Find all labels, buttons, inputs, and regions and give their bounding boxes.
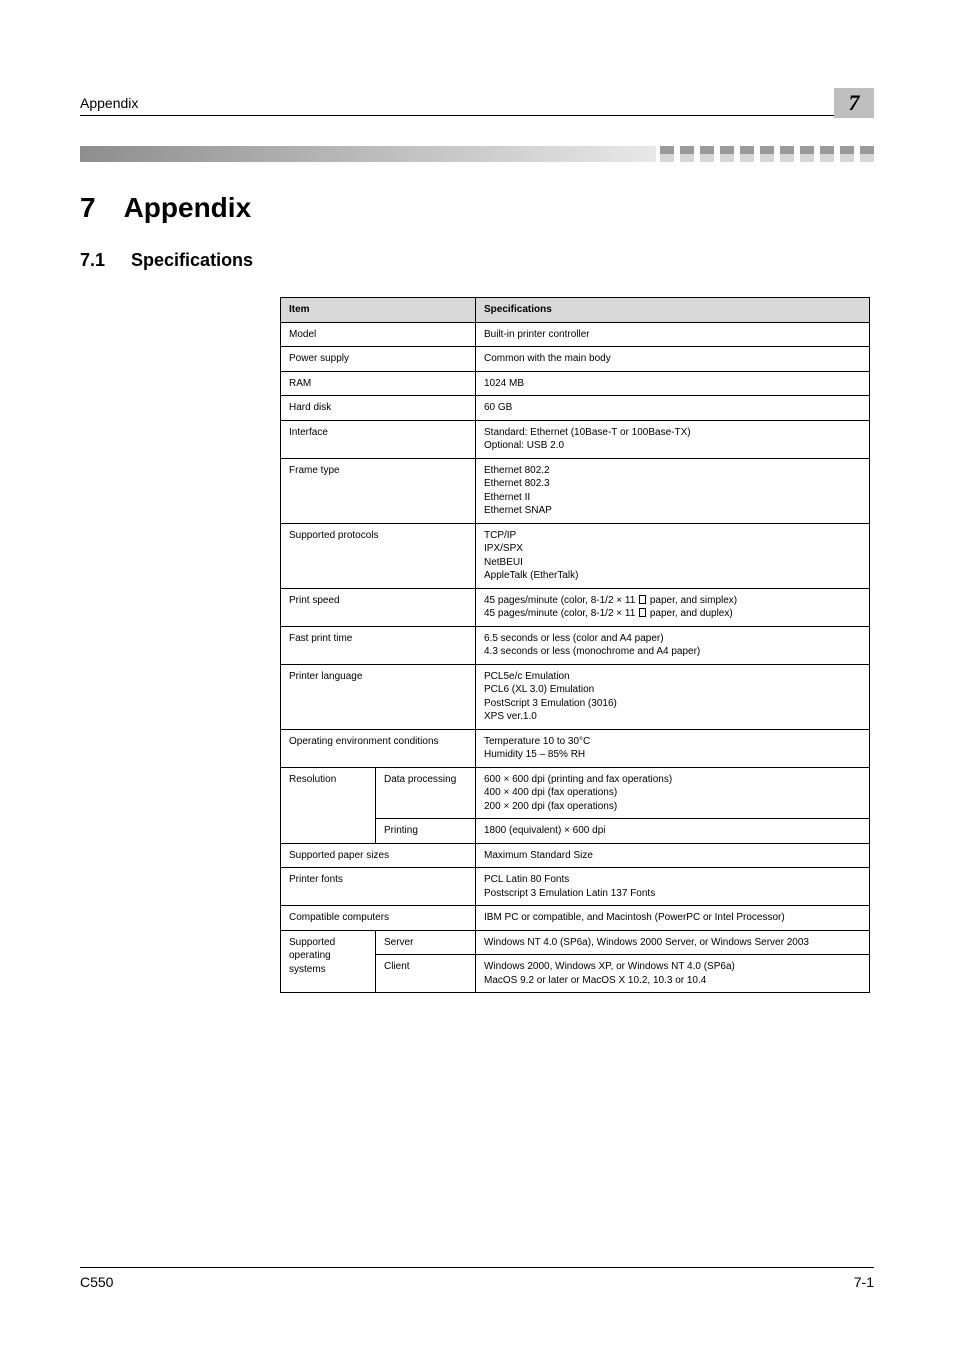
table-row: Compatible computers IBM PC or compatibl… — [281, 906, 870, 931]
cell-label: Interface — [281, 420, 476, 458]
cell-sublabel: Printing — [376, 819, 476, 844]
cell-label: Frame type — [281, 458, 476, 523]
table-row: Interface Standard: Ethernet (10Base-T o… — [281, 420, 870, 458]
cell-label: RAM — [281, 371, 476, 396]
cell-value: Temperature 10 to 30°C Humidity 15 – 85%… — [476, 729, 870, 767]
cell-value: Built-in printer controller — [476, 322, 870, 347]
cell-label: Compatible computers — [281, 906, 476, 931]
cell-value: PCL5e/c Emulation PCL6 (XL 3.0) Emulatio… — [476, 664, 870, 729]
cell-value: 1800 (equivalent) × 600 dpi — [476, 819, 870, 844]
paper-portrait-icon — [639, 595, 646, 604]
table-row: Supported protocols TCP/IP IPX/SPX NetBE… — [281, 523, 870, 588]
table-row: Operating environment conditions Tempera… — [281, 729, 870, 767]
chapter-badge: 7 — [834, 88, 874, 118]
cell-value: Common with the main body — [476, 347, 870, 372]
cell-value: Standard: Ethernet (10Base-T or 100Base-… — [476, 420, 870, 458]
table-header-row: Item Specifications — [281, 298, 870, 323]
cell-sublabel: Data processing — [376, 767, 476, 819]
cell-sublabel: Server — [376, 930, 476, 955]
table-row: Printer fonts PCL Latin 80 Fonts Postscr… — [281, 868, 870, 906]
section-number: 7.1 — [80, 250, 105, 270]
paper-portrait-icon — [639, 608, 646, 617]
cell-label: Printer fonts — [281, 868, 476, 906]
table-row: RAM 1024 MB — [281, 371, 870, 396]
cell-label: Supported operating systems — [281, 930, 376, 993]
cell-label: Supported paper sizes — [281, 843, 476, 868]
cell-value: Windows 2000, Windows XP, or Windows NT … — [476, 955, 870, 993]
cell-sublabel: Client — [376, 955, 476, 993]
cell-label: Resolution — [281, 767, 376, 843]
cell-value: PCL Latin 80 Fonts Postscript 3 Emulatio… — [476, 868, 870, 906]
table-row: Supported operating systems Server Windo… — [281, 930, 870, 955]
chapter-title: Appendix — [124, 192, 252, 223]
footer-page-number: 7-1 — [854, 1274, 874, 1290]
section-heading: 7.1 Specifications — [80, 250, 874, 271]
decorative-gradient-bar — [80, 146, 874, 162]
cell-value: IBM PC or compatible, and Macintosh (Pow… — [476, 906, 870, 931]
section-title: Specifications — [131, 250, 253, 270]
cell-value: TCP/IP IPX/SPX NetBEUI AppleTalk (EtherT… — [476, 523, 870, 588]
cell-value: 60 GB — [476, 396, 870, 421]
cell-value: 45 pages/minute (color, 8-1/2 × 11 paper… — [476, 588, 870, 626]
cell-value: 600 × 600 dpi (printing and fax operatio… — [476, 767, 870, 819]
table-row: Resolution Data processing 600 × 600 dpi… — [281, 767, 870, 819]
cell-label: Print speed — [281, 588, 476, 626]
table-row: Supported paper sizes Maximum Standard S… — [281, 843, 870, 868]
cell-label: Printer language — [281, 664, 476, 729]
cell-value: Maximum Standard Size — [476, 843, 870, 868]
cell-label: Supported protocols — [281, 523, 476, 588]
table-row: Model Built-in printer controller — [281, 322, 870, 347]
footer-model: C550 — [80, 1274, 113, 1290]
cell-value: Ethernet 802.2 Ethernet 802.3 Ethernet I… — [476, 458, 870, 523]
table-row: Power supply Common with the main body — [281, 347, 870, 372]
cell-label: Operating environment conditions — [281, 729, 476, 767]
cell-label: Hard disk — [281, 396, 476, 421]
cell-label: Model — [281, 322, 476, 347]
specifications-table: Item Specifications Model Built-in print… — [280, 297, 870, 993]
table-row: Printer language PCL5e/c Emulation PCL6 … — [281, 664, 870, 729]
table-row: Print speed 45 pages/minute (color, 8-1/… — [281, 588, 870, 626]
table-row: Hard disk 60 GB — [281, 396, 870, 421]
running-header: Appendix 7 — [80, 90, 874, 116]
running-header-text: Appendix — [80, 95, 138, 111]
col-item: Item — [281, 298, 476, 323]
cell-label: Fast print time — [281, 626, 476, 664]
cell-value: 1024 MB — [476, 371, 870, 396]
chapter-heading: 7 Appendix — [80, 192, 874, 224]
table-row: Fast print time 6.5 seconds or less (col… — [281, 626, 870, 664]
table-row: Frame type Ethernet 802.2 Ethernet 802.3… — [281, 458, 870, 523]
chapter-number: 7 — [80, 192, 96, 223]
cell-value: Windows NT 4.0 (SP6a), Windows 2000 Serv… — [476, 930, 870, 955]
page-footer: C550 7-1 — [80, 1267, 874, 1290]
col-spec: Specifications — [476, 298, 870, 323]
cell-label: Power supply — [281, 347, 476, 372]
cell-value: 6.5 seconds or less (color and A4 paper)… — [476, 626, 870, 664]
